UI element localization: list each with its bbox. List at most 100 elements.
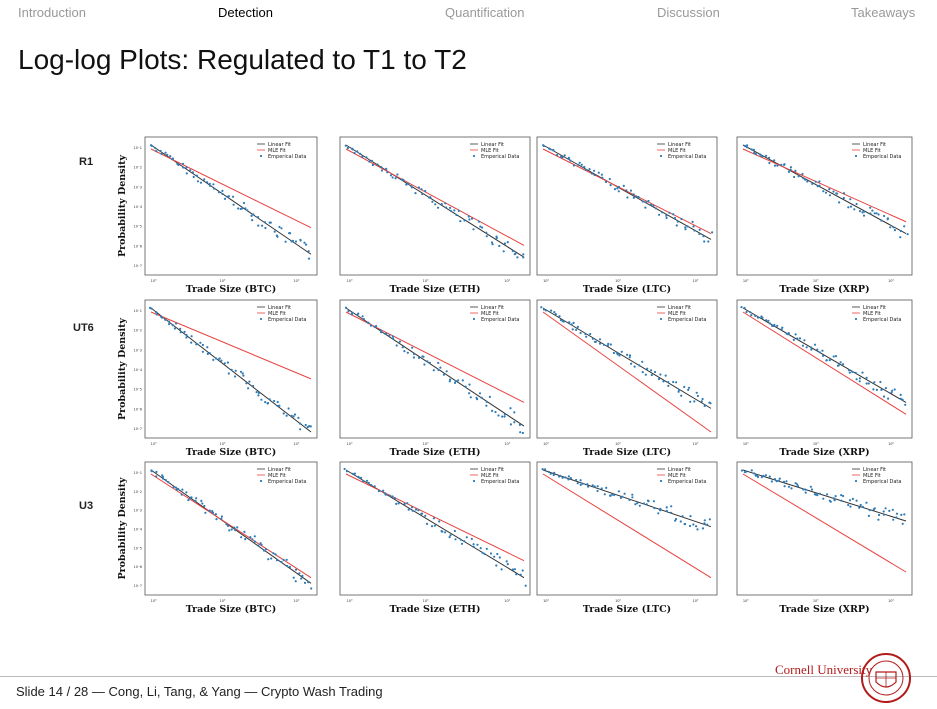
empirical-data-point bbox=[260, 398, 263, 401]
empirical-data-point bbox=[802, 177, 805, 180]
empirical-data-point bbox=[491, 409, 494, 412]
empirical-data-point bbox=[285, 414, 288, 417]
x-tick-label: 10⁰ bbox=[151, 599, 157, 603]
empirical-data-point bbox=[459, 538, 462, 541]
x-tick-label: 10⁰ bbox=[543, 279, 549, 283]
empirical-data-point bbox=[631, 496, 634, 499]
empirical-data-point bbox=[657, 377, 661, 381]
empirical-data-point bbox=[516, 256, 519, 259]
empirical-data-point bbox=[848, 499, 852, 502]
empirical-data-point bbox=[253, 540, 257, 543]
empirical-data-point bbox=[802, 488, 805, 491]
legend-label-emp: Emperical Data bbox=[668, 154, 706, 160]
empirical-data-point bbox=[653, 370, 657, 374]
empirical-data-point bbox=[842, 363, 845, 366]
legend-label-emp: Emperical Data bbox=[481, 317, 519, 323]
x-tick-label: 10⁰ bbox=[888, 279, 894, 283]
empirical-data-point bbox=[903, 225, 906, 228]
empirical-data-point bbox=[688, 524, 692, 528]
empirical-data-point bbox=[227, 372, 230, 375]
empirical-data-point bbox=[412, 356, 415, 359]
empirical-data-point bbox=[274, 553, 277, 556]
empirical-data-point bbox=[628, 356, 631, 359]
legend-label-emp: Emperical Data bbox=[863, 154, 901, 160]
empirical-data-point bbox=[282, 412, 285, 415]
empirical-data-point bbox=[578, 161, 581, 164]
empirical-data-point bbox=[249, 536, 252, 539]
empirical-data-point bbox=[208, 509, 211, 512]
x-axis-label: Trade Size (ETH) bbox=[389, 447, 480, 458]
mle-fit-line bbox=[742, 311, 907, 415]
empirical-data-point bbox=[810, 488, 814, 491]
linear-fit-line bbox=[742, 469, 907, 522]
empirical-data-point bbox=[575, 478, 578, 482]
empirical-data-point bbox=[659, 373, 662, 376]
x-tick-label: 10⁰ bbox=[423, 442, 429, 446]
empirical-data-point bbox=[501, 415, 504, 418]
empirical-data-point bbox=[880, 219, 883, 222]
empirical-data-point bbox=[406, 502, 409, 505]
empirical-data-point bbox=[899, 229, 902, 233]
empirical-data-point bbox=[659, 507, 662, 510]
empirical-data-point bbox=[251, 219, 254, 222]
empirical-data-point bbox=[650, 369, 653, 372]
empirical-data-point bbox=[879, 380, 882, 384]
empirical-data-point bbox=[155, 313, 158, 316]
x-tick-label: 10⁰ bbox=[347, 279, 353, 283]
empirical-data-point bbox=[686, 225, 689, 228]
y-tick-label: 10⁻3 bbox=[133, 348, 142, 352]
empirical-data-point bbox=[833, 499, 836, 502]
nav-item-takeaways[interactable]: Takeaways bbox=[851, 5, 916, 20]
empirical-data-point bbox=[394, 177, 397, 180]
empirical-data-point bbox=[267, 558, 270, 561]
empirical-data-point bbox=[654, 207, 657, 210]
empirical-data-point bbox=[278, 404, 281, 407]
empirical-data-point bbox=[549, 148, 552, 151]
nav-item-detection[interactable]: Detection bbox=[218, 5, 273, 20]
empirical-data-point bbox=[703, 522, 706, 525]
empirical-data-point bbox=[220, 359, 223, 362]
x-tick-label: 10⁰ bbox=[615, 279, 621, 283]
empirical-data-point bbox=[161, 475, 164, 478]
empirical-data-point bbox=[567, 478, 570, 481]
empirical-data-point bbox=[743, 306, 746, 310]
empirical-data-point bbox=[171, 157, 174, 160]
empirical-data-point bbox=[793, 175, 796, 179]
empirical-data-point bbox=[425, 522, 429, 525]
empirical-data-point bbox=[767, 319, 770, 322]
empirical-data-point bbox=[677, 388, 681, 392]
empirical-data-point bbox=[397, 502, 400, 505]
empirical-data-point bbox=[652, 204, 655, 207]
legend-emp-swatch bbox=[259, 317, 263, 321]
empirical-data-point bbox=[290, 414, 293, 417]
legend-label-linear: Linear Fit bbox=[481, 142, 504, 148]
empirical-data-point bbox=[424, 189, 427, 193]
nav-item-discussion[interactable]: Discussion bbox=[657, 5, 720, 20]
empirical-data-point bbox=[632, 193, 635, 196]
legend-label-linear: Linear Fit bbox=[268, 467, 291, 473]
empirical-data-point bbox=[840, 499, 843, 502]
y-tick-label: 10⁻6 bbox=[133, 407, 142, 411]
empirical-data-point bbox=[641, 200, 644, 203]
empirical-data-point bbox=[175, 486, 178, 489]
empirical-data-point bbox=[562, 320, 565, 323]
legend-label-linear: Linear Fit bbox=[863, 467, 886, 473]
nav-item-quantification[interactable]: Quantification bbox=[445, 5, 525, 20]
empirical-data-point bbox=[232, 195, 235, 198]
empirical-data-point bbox=[464, 385, 467, 388]
empirical-data-point bbox=[467, 215, 470, 218]
empirical-data-point bbox=[653, 507, 656, 510]
empirical-data-point bbox=[547, 470, 550, 473]
x-tick-label: 10⁰ bbox=[813, 599, 819, 603]
empirical-data-point bbox=[891, 389, 894, 392]
empirical-data-point bbox=[631, 493, 634, 496]
empirical-data-point bbox=[858, 380, 861, 383]
empirical-data-point bbox=[180, 493, 183, 496]
legend-label-mle: MLE Fit bbox=[863, 473, 881, 479]
y-tick-label: 10⁻3 bbox=[133, 509, 142, 513]
nav-item-introduction[interactable]: Introduction bbox=[18, 5, 86, 20]
empirical-data-point bbox=[687, 386, 691, 389]
empirical-data-point bbox=[561, 156, 564, 159]
mle-fit-line bbox=[742, 148, 907, 223]
empirical-data-point bbox=[351, 148, 354, 151]
